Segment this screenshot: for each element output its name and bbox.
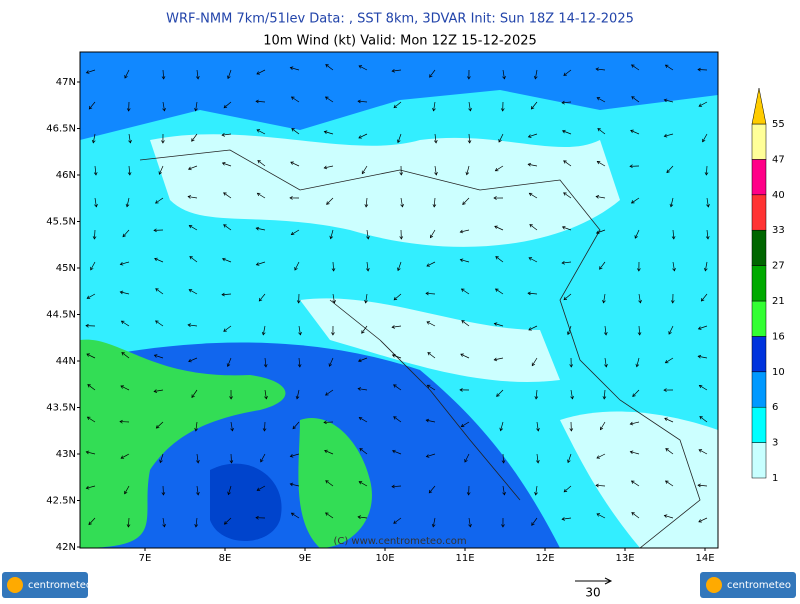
logo-icon xyxy=(7,577,23,593)
colorbar-label: 47 xyxy=(772,154,785,165)
logo-left: centrometeo xyxy=(2,572,92,598)
title-line-2: 10m Wind (kt) Valid: Mon 12Z 15-12-2025 xyxy=(263,34,537,49)
title-line-1: WRF-NMM 7km/51lev Data: , SST 8km, 3DVAR… xyxy=(166,12,634,27)
colorbar-label: 16 xyxy=(772,331,785,342)
latitude-label: 44.5N xyxy=(46,310,76,321)
longitude-label: 11E xyxy=(455,553,474,564)
latitude-label: 43N xyxy=(56,449,76,460)
longitude-label: 8E xyxy=(219,553,232,564)
longitude-label: 14E xyxy=(695,553,714,564)
latitude-label: 44N xyxy=(56,356,76,367)
watermark: (C) www.centrometeo.com xyxy=(333,536,466,547)
colorbar-box xyxy=(752,443,766,478)
colorbar-box xyxy=(752,230,766,265)
reference-label: 30 xyxy=(585,586,600,600)
logo-right: centrometeo xyxy=(700,572,796,598)
map-area: (C) www.centrometeo.com xyxy=(80,52,718,548)
latitude-label: 46.5N xyxy=(46,124,76,135)
longitude-label: 13E xyxy=(615,553,634,564)
colorbar-top xyxy=(752,88,766,124)
colorbar-box xyxy=(752,159,766,194)
longitude-label: 9E xyxy=(299,553,312,564)
longitude-labels: 7E 8E 9E 10E 11E 12E 13E 14E xyxy=(139,548,715,564)
colorbar-label: 40 xyxy=(772,190,785,201)
colorbar-label: 3 xyxy=(772,438,778,449)
latitude-label: 46N xyxy=(56,170,76,181)
colorbar-label: 21 xyxy=(772,296,785,307)
colorbar-label: 33 xyxy=(772,225,785,236)
colorbar-label: 27 xyxy=(772,261,785,272)
reference-vector: 30 xyxy=(575,578,611,600)
colorbar-box xyxy=(752,407,766,442)
longitude-label: 12E xyxy=(535,553,554,564)
colorbar-label: 1 xyxy=(772,473,778,484)
logo-text: centrometeo xyxy=(727,580,791,591)
colorbar-box xyxy=(752,336,766,371)
colorbar-box xyxy=(752,301,766,336)
latitude-label: 42N xyxy=(56,542,76,553)
colorbar-label: 55 xyxy=(772,119,785,130)
colorbar-box xyxy=(752,195,766,230)
latitude-label: 45.5N xyxy=(46,217,76,228)
latitude-label: 43.5N xyxy=(46,403,76,414)
colorbar-label: 10 xyxy=(772,367,785,378)
longitude-label: 7E xyxy=(139,553,152,564)
logo-text: centrometeo xyxy=(28,580,92,591)
logo-icon xyxy=(706,577,722,593)
colorbar-box xyxy=(752,372,766,407)
latitude-label: 42.5N xyxy=(46,496,76,507)
colorbar-label: 6 xyxy=(772,402,778,413)
colorbar: 1 3 6 10 16 21 27 33 40 47 55 xyxy=(752,88,785,484)
longitude-label: 10E xyxy=(375,553,394,564)
colorbar-box xyxy=(752,266,766,301)
colorbar-box xyxy=(752,124,766,159)
latitude-label: 45N xyxy=(56,263,76,274)
latitude-label: 47N xyxy=(56,77,76,88)
latitude-labels: 47N 46.5N 46N 45.5N 45N 44.5N 44N 43.5N 43N 42.5N… xyxy=(46,77,80,553)
